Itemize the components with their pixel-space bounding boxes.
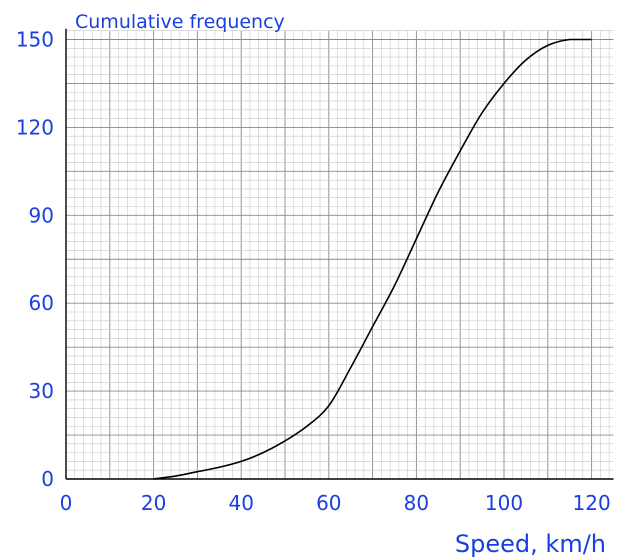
y-tick-label: 30	[29, 379, 54, 403]
x-tick-label: 60	[316, 491, 341, 515]
y-tick-labels: 0 30 60 90 120 150	[16, 28, 54, 492]
y-tick-label: 150	[16, 28, 54, 52]
x-tick-label: 40	[228, 491, 253, 515]
y-tick-label: 0	[41, 467, 54, 491]
x-tick-label: 80	[404, 491, 429, 515]
y-tick-label: 60	[29, 291, 54, 315]
x-tick-label: 120	[573, 491, 611, 515]
x-tick-label: 0	[60, 491, 73, 515]
x-axis-label: Speed, km/h	[455, 530, 606, 558]
axes	[65, 28, 614, 480]
y-axis-label: Cumulative frequency	[75, 11, 285, 33]
x-tick-label: 100	[485, 491, 523, 515]
y-tick-label: 90	[29, 203, 54, 227]
x-tick-label: 20	[141, 491, 166, 515]
grid	[65, 30, 614, 480]
x-tick-labels: 0 20 40 60 80 100 120	[60, 491, 611, 515]
cumulative-frequency-curve	[153, 38, 592, 480]
y-tick-label: 120	[16, 115, 54, 139]
